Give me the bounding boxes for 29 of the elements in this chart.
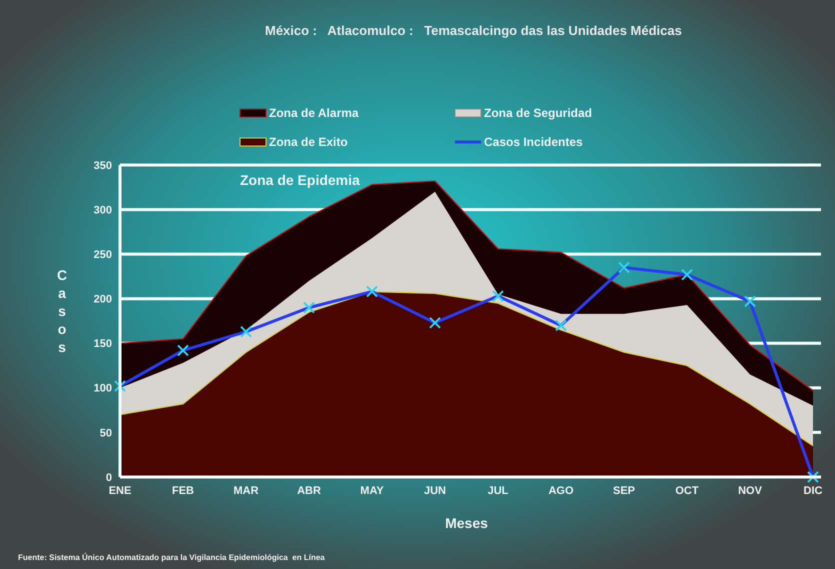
y-tick-label: 150: [94, 338, 112, 350]
x-tick-label: MAY: [360, 485, 384, 497]
x-tick-label: JUL: [488, 485, 509, 497]
y-tick-label: 300: [94, 204, 112, 216]
source-note: Fuente: Sistema Único Automatizado para la Vigilancia Epidemiológica en Línea: [18, 552, 326, 562]
x-tick-label: ENE: [108, 485, 132, 497]
y-tick-label: 350: [94, 160, 112, 172]
y-tick-label: 0: [106, 472, 112, 484]
annotation: Zona de Epidemia: [240, 172, 360, 188]
x-axis-title: Meses: [445, 515, 488, 531]
x-tick-label: OCT: [675, 485, 699, 497]
legend-label: Zona de Alarma: [269, 106, 359, 120]
x-tick-label: MAR: [233, 485, 259, 497]
x-tick-label: SEP: [612, 485, 636, 497]
x-tick-label: JUN: [424, 485, 446, 497]
y-axis-title: Casos: [56, 267, 68, 355]
y-tick-label: 50: [100, 427, 112, 440]
x-tick-label: DIC: [804, 485, 823, 497]
x-tick-label: AGO: [548, 485, 574, 497]
y-tick-label: 100: [94, 382, 112, 395]
x-tick-label: NOV: [738, 485, 763, 497]
x-tick-label: FEB: [172, 485, 194, 497]
legend-label: Zona de Exito: [269, 135, 348, 150]
y-tick-label: 250: [94, 248, 112, 261]
y-tick-label: 200: [94, 294, 112, 306]
legend-label: Casos Incidentes: [484, 135, 584, 150]
legend-label: Zona de Seguridad: [484, 106, 592, 120]
x-tick-label: ABR: [297, 485, 321, 497]
chart-title: México : Atlacomulco : Temascalcingo das las Unidades Médicas: [265, 23, 682, 38]
